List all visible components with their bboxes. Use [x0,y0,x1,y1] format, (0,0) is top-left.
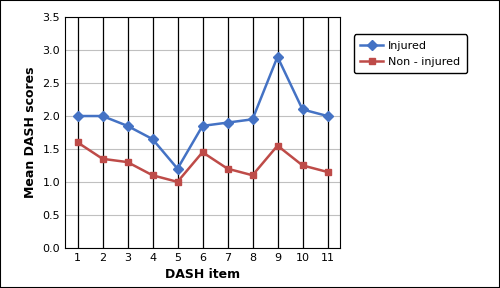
Injured [150,137,156,141]
Non - injured [74,141,80,144]
X-axis label: DASH item: DASH item [165,268,240,281]
Line: Injured: Injured [74,53,331,172]
Injured [300,108,306,111]
Legend: Injured, Non - injured: Injured, Non - injured [354,34,467,73]
Injured [250,118,256,121]
Injured [174,167,180,170]
Non - injured [174,180,180,183]
Injured [324,114,330,118]
Non - injured [224,167,230,170]
Injured [274,55,280,58]
Y-axis label: Mean DASH scores: Mean DASH scores [24,67,37,198]
Non - injured [100,157,105,160]
Non - injured [274,144,280,147]
Non - injured [200,151,205,154]
Injured [200,124,205,128]
Injured [100,114,105,118]
Non - injured [150,174,156,177]
Injured [224,121,230,124]
Injured [74,114,80,118]
Line: Non - injured: Non - injured [74,139,331,185]
Injured [124,124,130,128]
Non - injured [124,160,130,164]
Non - injured [324,170,330,174]
Non - injured [300,164,306,167]
Non - injured [250,174,256,177]
